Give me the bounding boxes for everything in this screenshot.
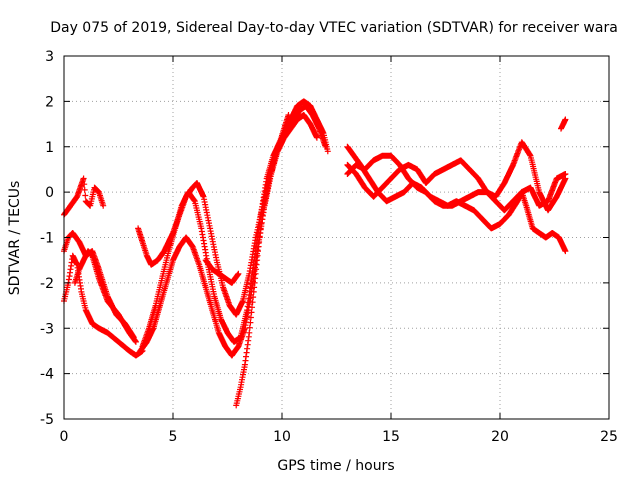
scatter-points <box>137 112 320 359</box>
x-tick-label: 15 <box>382 429 400 445</box>
x-tick-label: 10 <box>273 429 291 445</box>
x-tick-label: 5 <box>169 429 178 445</box>
x-tick-label: 25 <box>600 429 618 445</box>
scatter-points <box>71 248 139 345</box>
series-track-d <box>71 248 139 345</box>
series-track-c <box>61 252 146 359</box>
scatter-points <box>61 175 107 218</box>
y-tick-label: -4 <box>40 367 54 383</box>
y-tick-label: -5 <box>40 412 54 428</box>
scatter-points <box>344 157 569 214</box>
y-tick-label: -2 <box>40 276 54 292</box>
y-tick-label: -3 <box>40 321 54 337</box>
series-track-m <box>558 116 569 132</box>
scatter-points <box>61 252 146 359</box>
scatter-points <box>233 112 292 409</box>
scatter-points <box>202 257 242 286</box>
data-marks <box>61 98 569 409</box>
series-track-a <box>61 175 107 218</box>
x-tick-label: 0 <box>60 429 69 445</box>
series-track-i <box>202 257 242 286</box>
y-tick-label: 1 <box>45 140 54 156</box>
x-axis-label: GPS time / hours <box>277 458 394 474</box>
y-axis-label: SDTVAR / TECUs <box>7 181 23 296</box>
scatter-points <box>558 116 569 132</box>
y-tick-label: 0 <box>45 185 54 201</box>
x-tick-label: 20 <box>491 429 509 445</box>
chart-title: Day 075 of 2019, Sidereal Day-to-day VTE… <box>50 20 618 36</box>
y-tick-label: -1 <box>40 231 54 247</box>
grid <box>64 56 609 419</box>
y-tick-label: 3 <box>45 49 54 65</box>
axis-ticks: 0 5 10 15 20 25 -5 -4 -3 -2 -1 0 1 2 3 <box>40 49 618 445</box>
series-track-g <box>137 112 320 359</box>
series-track-l <box>344 157 569 214</box>
y-tick-label: 2 <box>45 94 54 110</box>
series-track-h <box>233 112 292 409</box>
